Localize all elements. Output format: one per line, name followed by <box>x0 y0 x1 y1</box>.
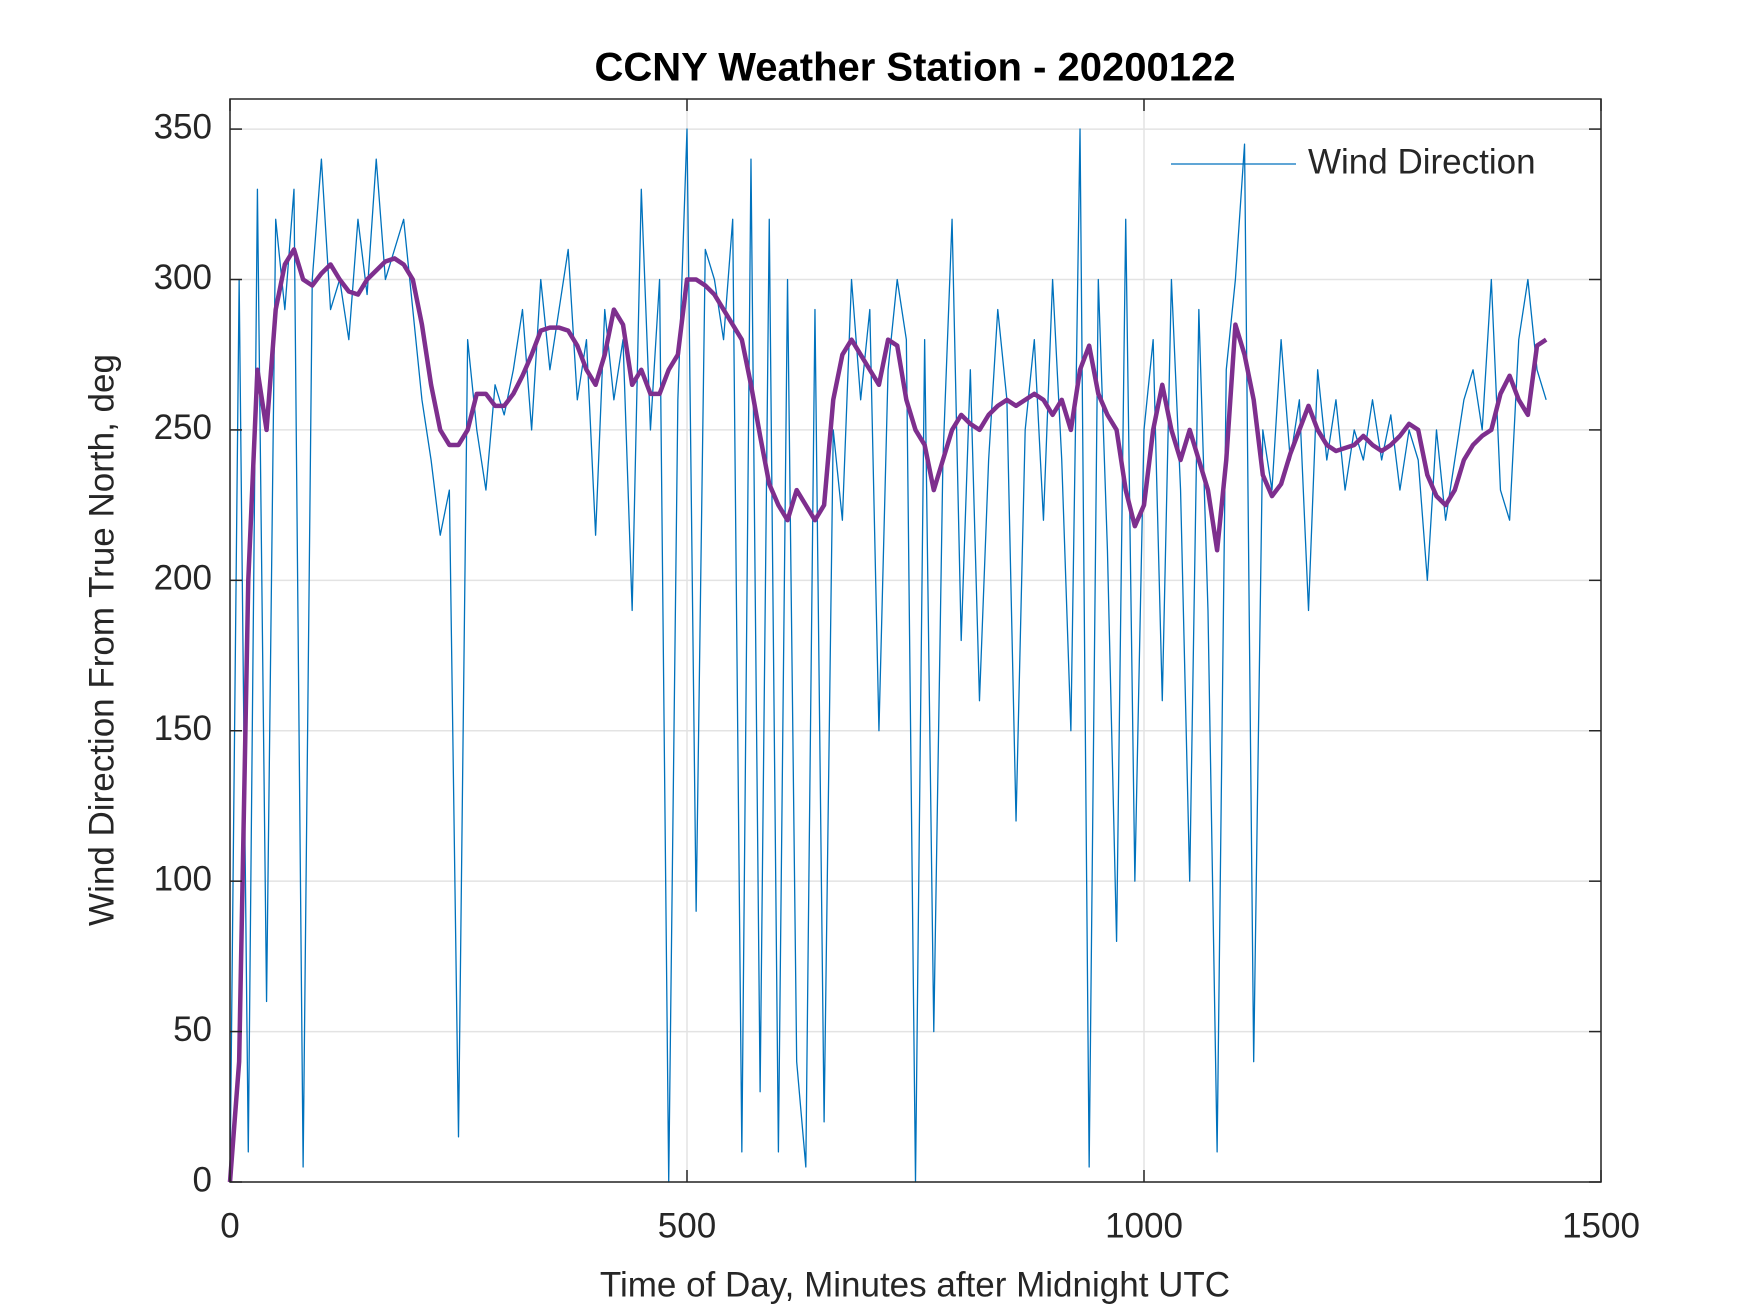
x-tick-label: 500 <box>658 1206 716 1245</box>
y-tick-label: 350 <box>154 107 212 146</box>
axes-box <box>229 98 1602 1183</box>
data-line <box>229 128 1547 1183</box>
axes: 0 50 100 150 200 250 300 350 0 500 1000 1500 Wind Di… <box>154 98 1640 1245</box>
plot-area <box>227 128 1548 1183</box>
y-tick-label: 100 <box>154 859 212 898</box>
y-tick-label: 200 <box>154 559 212 598</box>
y-tick-label: 300 <box>154 258 212 297</box>
y-tick-label: 50 <box>173 1010 212 1049</box>
x-tick-label: 1000 <box>1105 1206 1183 1245</box>
y-tick-label: 250 <box>154 408 212 447</box>
x-tick-label: 1500 <box>1562 1206 1640 1245</box>
x-tick-label: 0 <box>220 1206 239 1245</box>
x-axis-label: Time of Day, Minutes after Midnight UTC <box>600 1265 1230 1304</box>
data-line <box>227 247 1548 1183</box>
y-axis-label: Wind Direction From True North, deg <box>82 354 121 926</box>
chart-title: CCNY Weather Station - 20200122 <box>595 46 1236 90</box>
y-tick-label: 150 <box>154 709 212 748</box>
legend-label: Wind Direction <box>1308 142 1536 181</box>
y-tick-label: 0 <box>193 1160 212 1199</box>
